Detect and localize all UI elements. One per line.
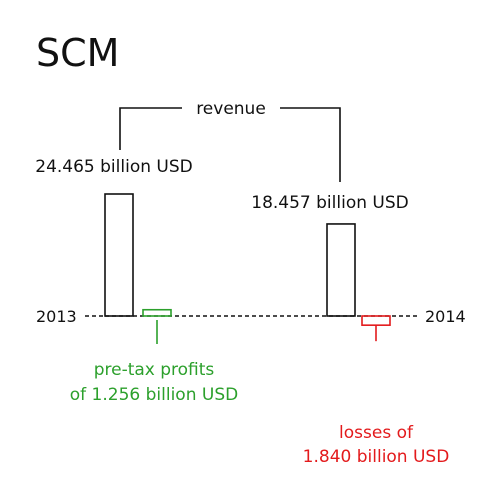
revenue-bracket: [119, 107, 341, 182]
profit-label-line-1: pre-tax profits: [94, 360, 215, 380]
revenue-value-label-2013: 24.465 billion USD: [35, 157, 192, 177]
revenue-bar-2014: [326, 223, 356, 317]
chart-title: SCM: [36, 31, 119, 75]
profit-label-line-2: of 1.256 billion USD: [70, 385, 238, 405]
revenue-group-label: revenue: [196, 99, 266, 119]
revenue-bracket-left: [119, 107, 182, 150]
year-label-2014: 2014: [425, 307, 466, 326]
revenue-bar-2013: [104, 193, 134, 317]
profit-bar-2013: [142, 308, 172, 317]
revenue-value-label-2014: 18.457 billion USD: [251, 193, 408, 213]
loss-label-line-2: 1.840 billion USD: [303, 447, 450, 467]
loss-label-line-1: losses of: [339, 423, 414, 443]
year-label-2013: 2013: [36, 307, 77, 326]
revenue-bracket-right: [280, 107, 341, 182]
loss-bar-2014: [361, 315, 391, 326]
